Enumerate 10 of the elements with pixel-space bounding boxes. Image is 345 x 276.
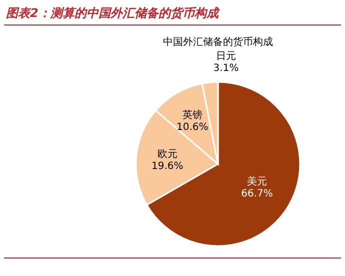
data-label: 66.7%	[241, 188, 273, 200]
slice-label: 欧元	[157, 149, 178, 160]
data-label: 3.1%	[213, 63, 239, 74]
slice-label: 日元	[216, 51, 236, 62]
slice-label: 美元	[247, 176, 268, 188]
slice-label: 英镑	[182, 109, 202, 122]
data-label: 10.6%	[176, 122, 208, 134]
chart-title: 图表2：测算的中国外汇储备的货币构成	[6, 6, 220, 20]
chart-subtitle: 中国外汇储备的货币构成	[163, 36, 273, 48]
data-label: 19.6%	[151, 161, 184, 172]
